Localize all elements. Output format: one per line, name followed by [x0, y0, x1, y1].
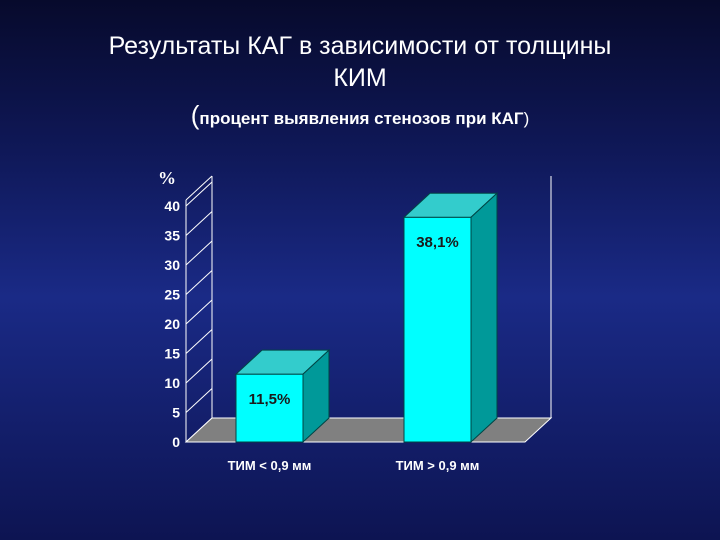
x-tick-label-1: ТИМ > 0,9 мм [396, 458, 480, 473]
slide-title-line-1: Результаты КАГ в зависимости от толщины [108, 32, 612, 60]
y-tick-label-5: 25 [164, 287, 180, 303]
depth-line-6 [185, 240, 213, 266]
bar-side-1 [470, 192, 498, 444]
y-tick-label-0: 0 [172, 434, 180, 450]
subtitle-open-paren: ( [190, 100, 200, 130]
slide-subtitle: (процент выявления стенозов при КАГ) [0, 102, 720, 132]
bar-0 [235, 373, 304, 443]
depth-line-3 [185, 329, 213, 354]
y-tick-label-6: 30 [164, 257, 180, 273]
y-tick-label-2: 10 [164, 375, 180, 391]
y-axis-label: % [158, 168, 176, 188]
slide-title-block: Результаты КАГ в зависимости от толщины … [0, 30, 720, 132]
data-label-0: 11,5% [249, 391, 291, 408]
depth-line-2 [185, 358, 213, 384]
y-tick-label-1: 5 [172, 405, 180, 421]
x-tick-label-0: ТИМ < 0,9 мм [228, 458, 312, 473]
bar-1 [403, 216, 472, 443]
y-tick-label-7: 35 [164, 228, 180, 244]
y-tick-label-4: 20 [164, 316, 180, 332]
depth-line-1 [185, 388, 213, 413]
subtitle-close-paren: ) [523, 109, 530, 128]
depth-line-7 [185, 211, 213, 236]
data-label-1: 38,1% [416, 234, 459, 251]
subtitle-text: процент выявления стенозов при КАГ [199, 109, 524, 128]
y-tick-label-8: 40 [164, 198, 180, 214]
y-tick-label-3: 15 [164, 346, 180, 362]
bar-side-0 [302, 349, 330, 444]
depth-line-4 [185, 299, 213, 325]
depth-line-8 [185, 181, 213, 207]
slide-title-line-2: КИМ [333, 64, 387, 92]
depth-line-5 [185, 270, 213, 295]
depth-line-top [185, 175, 213, 201]
